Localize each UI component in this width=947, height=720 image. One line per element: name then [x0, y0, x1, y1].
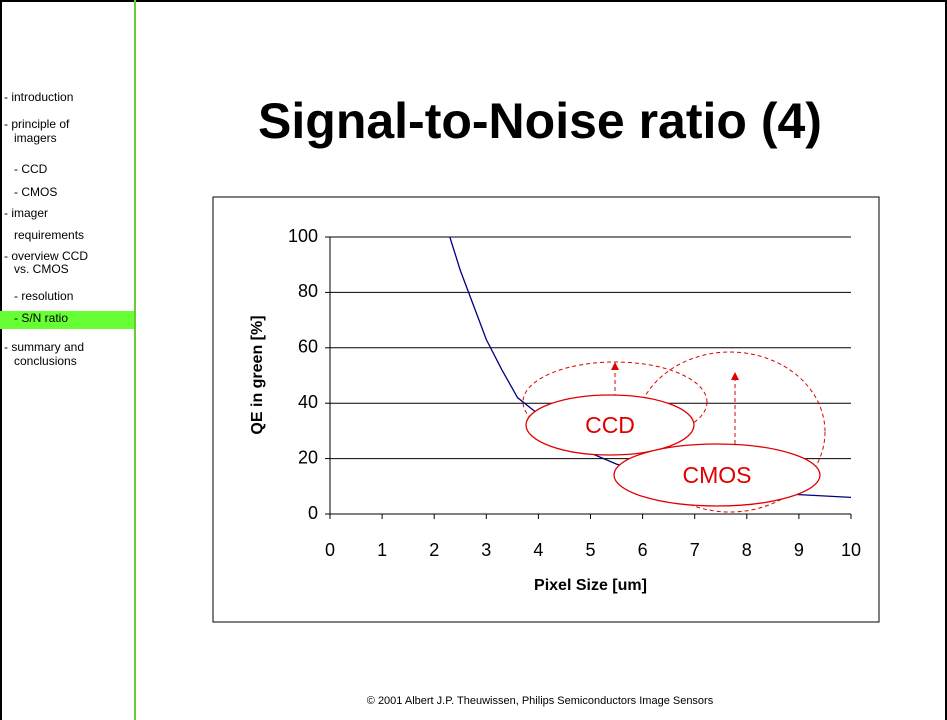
slide-title: Signal-to-Noise ratio (4): [258, 93, 822, 149]
y-tick-label: 100: [288, 226, 318, 246]
x-tick-label: 10: [841, 540, 861, 560]
callout: [613, 443, 821, 507]
nav-item: conclusions: [14, 354, 77, 368]
y-axis-label: QE in green [%]: [249, 315, 266, 434]
nav-item: vs. CMOS: [14, 262, 69, 276]
active-highlight: [0, 311, 135, 329]
nav-item: - S/N ratio: [14, 311, 68, 325]
nav-item: - resolution: [14, 289, 73, 303]
x-tick-label: 4: [533, 540, 543, 560]
x-tick-label: 5: [585, 540, 595, 560]
nav-item: requirements: [14, 228, 84, 242]
nav-item: - principle of: [4, 117, 70, 131]
y-tick-label: 40: [298, 392, 318, 412]
y-tick-label: 80: [298, 281, 318, 301]
nav-item: - CCD: [14, 162, 48, 176]
x-tick-label: 1: [377, 540, 387, 560]
callout: [525, 394, 695, 456]
y-tick-label: 0: [308, 503, 318, 523]
nav-item: - CMOS: [14, 185, 57, 199]
nav-item: - summary and: [4, 340, 84, 354]
x-tick-label: 3: [481, 540, 491, 560]
x-tick-label: 6: [638, 540, 648, 560]
nav-item: - imager: [4, 206, 48, 220]
x-tick-label: 0: [325, 540, 335, 560]
footer: © 2001 Albert J.P. Theuwissen, Philips S…: [367, 695, 714, 707]
x-tick-label: 8: [742, 540, 752, 560]
annotation: CMOS: [683, 462, 752, 488]
nav-item: - overview CCD: [4, 249, 88, 263]
x-tick-label: 2: [429, 540, 439, 560]
annotation: CCD: [585, 412, 635, 438]
x-tick-label: 7: [690, 540, 700, 560]
x-tick-label: 9: [794, 540, 804, 560]
x-axis-label: Pixel Size [um]: [534, 577, 647, 594]
y-tick-label: 60: [298, 337, 318, 357]
arrow-head: [731, 372, 739, 380]
arrow-head: [611, 362, 619, 370]
nav-item: - introduction: [4, 90, 73, 104]
y-tick-label: 20: [298, 447, 318, 467]
nav-item: imagers: [14, 131, 57, 145]
